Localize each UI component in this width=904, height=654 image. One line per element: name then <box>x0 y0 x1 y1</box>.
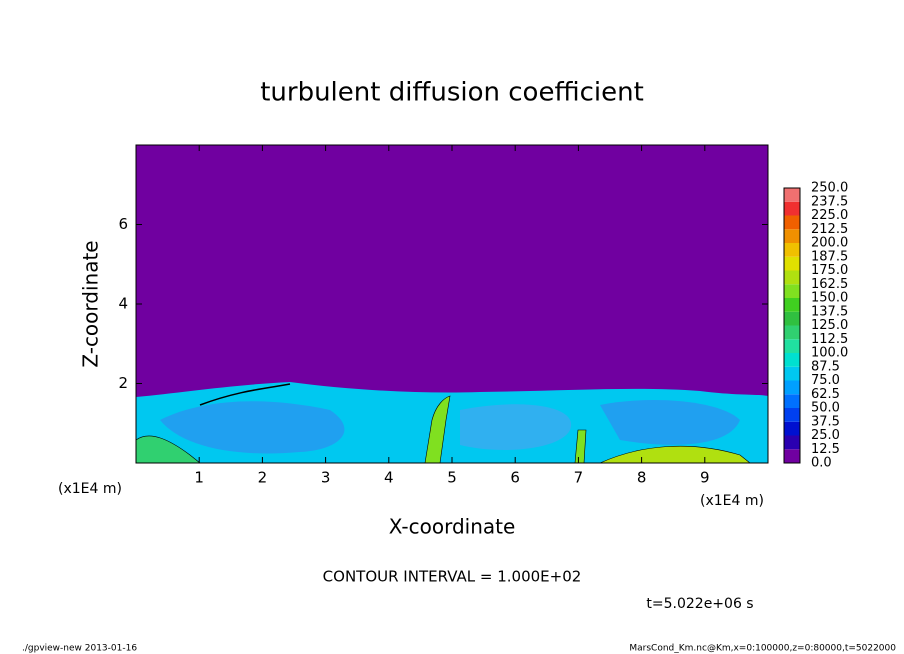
footer-left: ./gpview-new 2013-01-16 <box>22 644 137 654</box>
field-plume <box>424 395 451 464</box>
colorbar-label: 25.0 <box>811 428 840 443</box>
y-unit: (x1E4 m) <box>700 493 764 509</box>
colorbar-label: 75.0 <box>811 373 840 388</box>
x-tick-label: 8 <box>637 469 647 487</box>
colorbar-label: 125.0 <box>811 318 848 333</box>
colorbar-box <box>784 188 800 202</box>
field-plume <box>599 445 751 464</box>
colorbar-box <box>784 421 800 436</box>
colorbar-label: 150.0 <box>811 291 848 306</box>
colorbar-label: 137.5 <box>811 304 848 319</box>
colorbar-label: 87.5 <box>811 359 840 374</box>
field <box>135 145 768 464</box>
colorbar-box <box>784 339 800 353</box>
colorbar-label: 62.5 <box>811 387 840 402</box>
x-tick-label: 9 <box>700 469 710 487</box>
x-tick-label: 7 <box>574 469 584 487</box>
y-tick-label: 4 <box>118 295 128 313</box>
colorbar-label: 100.0 <box>811 346 848 361</box>
colorbar-box <box>784 408 800 422</box>
colorbar-box <box>784 256 800 271</box>
colorbar-box <box>784 449 800 463</box>
x-tick-label: 5 <box>447 469 457 487</box>
field-plume <box>135 435 201 464</box>
x-tick-label: 4 <box>384 469 394 487</box>
colorbar-label: 0.0 <box>811 456 832 471</box>
colorbar-box <box>784 353 800 367</box>
x-tick-label: 1 <box>194 469 204 487</box>
colorbar-box <box>784 435 800 450</box>
colorbar-label: 37.5 <box>811 414 840 429</box>
y-tick-label: 2 <box>118 374 128 392</box>
x-tick-label: 6 <box>510 469 520 487</box>
x-unit: (x1E4 m) <box>58 481 122 497</box>
colorbar-label: 212.5 <box>811 222 848 237</box>
colorbar-box <box>784 325 800 340</box>
contour-interval: CONTOUR INTERVAL = 1.000E+02 <box>323 568 582 586</box>
colorbar-label: 225.0 <box>811 208 848 223</box>
colorbar-label: 237.5 <box>811 194 848 209</box>
colorbar-box <box>784 380 800 395</box>
colorbar-box <box>784 243 800 257</box>
footer-right: MarsCond_Km.nc@Km,x=0:100000,z=0:80000,t… <box>629 644 896 654</box>
colorbar-box <box>784 366 800 381</box>
colorbar-label: 175.0 <box>811 263 848 278</box>
colorbar-label: 112.5 <box>811 332 848 347</box>
chart-title: turbulent diffusion coefficient <box>260 78 644 108</box>
y-tick-label: 6 <box>118 215 128 233</box>
colorbar-box <box>784 270 800 285</box>
colorbar-label: 162.5 <box>811 277 848 292</box>
y-axis-label: Z-coordinate <box>79 240 103 367</box>
contour-line <box>199 383 291 406</box>
colorbar-label: 187.5 <box>811 249 848 264</box>
time-label: t=5.022e+06 s <box>646 596 753 612</box>
x-tick-label: 2 <box>258 469 268 487</box>
x-axis-label: X-coordinate <box>389 515 516 539</box>
colorbar-frame <box>783 187 801 464</box>
colorbar-box <box>784 394 800 408</box>
colorbar-box <box>784 201 800 216</box>
x-tick-label: 3 <box>321 469 331 487</box>
colorbar-label: 12.5 <box>811 442 840 457</box>
field-eddy <box>160 401 345 454</box>
colorbar-box <box>784 284 800 298</box>
colorbar-label: 50.0 <box>811 401 840 416</box>
field-eddy <box>460 404 572 450</box>
colorbar-box <box>784 298 800 312</box>
colorbar-box <box>784 311 800 326</box>
field-eddy <box>600 400 740 445</box>
colorbar-label: 250.0 <box>811 181 848 196</box>
colorbar-label: 200.0 <box>811 236 848 251</box>
colorbar-box <box>784 215 800 230</box>
colorbar-box <box>784 229 800 243</box>
